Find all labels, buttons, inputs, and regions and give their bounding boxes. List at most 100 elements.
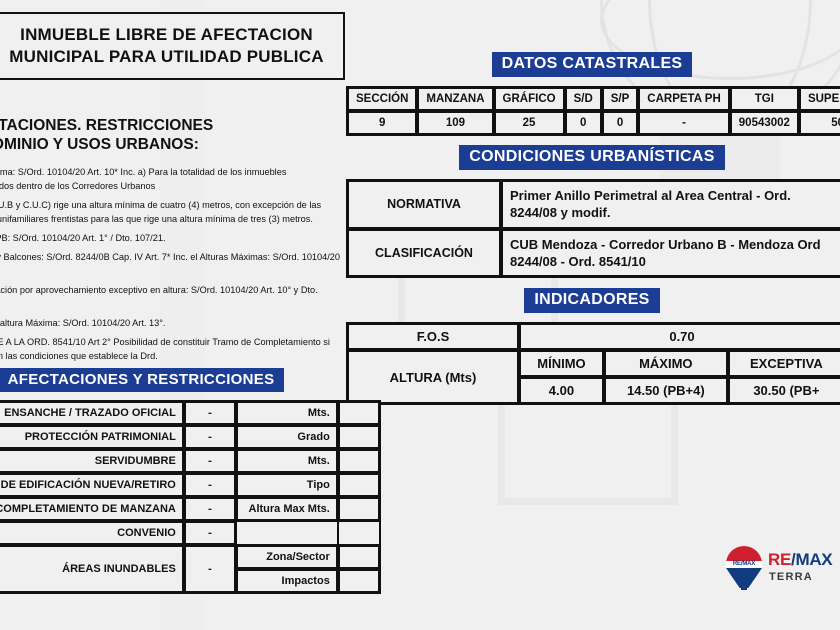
afect-value: [338, 474, 379, 496]
altura-val-exceptiva: 30.50 (PB+: [728, 378, 840, 403]
afect-dash: -: [184, 498, 236, 520]
restrictions-heading: AFECTACIONES. RESTRICCIONES AL DOMINIO Y…: [0, 116, 346, 155]
restriction-paragraph: Balcones y Balcones: S/Ord. 8244/0B Cap.…: [0, 251, 341, 262]
table-row: 9 109 25 0 0 - 90543002 509.: [348, 112, 840, 134]
condiciones-urbanisticas-section: CONDICIONES URBANÍSTICAS NORMATIVA Prime…: [346, 145, 840, 279]
table-row-altura-header: ALTURA (Mts) MÍNIMO MÁXIMO EXCEPTIVA: [348, 351, 840, 403]
afect-unit: Grado: [237, 426, 337, 448]
table-row: CLASIFICACIÓN CUB Mendoza - Corredor Urb…: [348, 229, 840, 277]
col-carpeta-ph: CARPETA PH: [639, 88, 729, 110]
table-row: LINEA DE EDIFICACIÓN NUEVA/RETIRO - Tipo: [0, 474, 379, 496]
datos-catastrales-header-wrap: DATOS CATASTRALES: [346, 52, 838, 77]
table-row-header: SECCIÓN MANZANA GRÁFICO S/D S/P CARPETA …: [348, 88, 840, 110]
afect-dash: -: [184, 522, 236, 544]
row-label-normativa: NORMATIVA: [348, 181, 500, 228]
afect-dash: -: [184, 426, 236, 448]
balloon-band: [726, 561, 762, 570]
col-sd: S/D: [565, 88, 601, 110]
restrictions-body: Altura mínima: S/Ord. 10104/20 Art. 10* …: [0, 166, 346, 364]
afect-dash: -: [184, 402, 236, 424]
condiciones-urbanisticas-table: NORMATIVA Primer Anillo Perimetral al Ar…: [346, 179, 840, 279]
restrictions-heading-line-2: AL DOMINIO Y USOS URBANOS:: [0, 136, 199, 154]
fos-label: F.O.S: [348, 324, 518, 349]
altura-val-minimo: 4.00: [520, 378, 603, 403]
val-grafico: 25: [494, 112, 564, 134]
afect-name: PROTECCIÓN PATRIMONIAL: [0, 426, 183, 448]
val-sd: 0: [565, 112, 601, 134]
title-line-1: INMUEBLE LIBRE DE AFECTACION: [20, 25, 313, 45]
altura-val-maximo: 14.50 (PB+4): [604, 378, 727, 403]
remax-balloon-icon: RE/MAX: [726, 546, 762, 592]
val-manzana: 109: [418, 112, 493, 134]
table-row: COMPLETAMIENTO DE MANZANA - Altura Max M…: [0, 498, 379, 520]
indicadores-section: INDICADORES F.O.S 0.70 ALTURA (Mts) MÍNI…: [346, 288, 840, 405]
datos-catastrales-header: DATOS CATASTRALES: [491, 52, 693, 77]
afect-name: COMPLETAMIENTO DE MANZANA: [0, 498, 183, 520]
row-value-clasificacion: CUB Mendoza - Corredor Urbano B - Mendoz…: [502, 229, 840, 277]
row-value-normativa: Primer Anillo Perimetral al Area Central…: [502, 181, 840, 228]
col-tgi: TGI: [730, 88, 798, 110]
indicadores-header-wrap: INDICADORES: [346, 288, 838, 313]
restriction-paragraph: Compensación por aprovechamiento excepti…: [0, 284, 318, 295]
restriction-paragraph: (C.U.A, C.U.B y C.U.C) rige una altura m…: [0, 199, 322, 224]
table-row: SERVIDUMBRE - Mts.: [0, 450, 379, 472]
afectaciones-section: AFECTACIONES Y RESTRICCIONES ENSANCHE / …: [0, 368, 381, 594]
afect-dash: -: [184, 450, 236, 472]
balloon-basket: [741, 586, 747, 590]
remax-wordmark: RE/MAX: [768, 550, 833, 570]
afect-name: SERVIDUMBRE: [0, 450, 183, 472]
remax-word-max: MAX: [795, 550, 833, 569]
condiciones-header-wrap: CONDICIONES URBANÍSTICAS: [346, 145, 838, 170]
table-row-fos: F.O.S 0.70: [348, 324, 840, 349]
afect-unit: Altura Max Mts.: [237, 498, 337, 520]
afect-name: ENSANCHE / TRAZADO OFICIAL: [0, 402, 183, 424]
title-line-2: MUNICIPAL PARA UTILIDAD PUBLICA: [9, 47, 324, 66]
balloon-text: RE/MAX: [732, 561, 756, 567]
restrictions-heading-line-1: AFECTACIONES. RESTRICCIONES: [0, 117, 214, 134]
altura-col-maximo: MÁXIMO: [604, 351, 727, 376]
col-seccion: SECCIÓN: [348, 88, 417, 110]
afectaciones-table: ENSANCHE / TRAZADO OFICIAL - Mts. PROTEC…: [0, 400, 381, 594]
afect-name: CONVENIO: [0, 522, 183, 544]
val-tgi: 90543002: [730, 112, 798, 134]
afect-unit: Tipo: [237, 474, 337, 496]
balloon-bottom: [726, 568, 762, 588]
afect-value: [338, 450, 379, 472]
remax-logo: RE/MAX RE/MAX TERRA: [726, 546, 833, 594]
remax-subtitle: TERRA: [769, 571, 813, 583]
title-box: INMUEBLE LIBRE DE AFECTACION MUNICIPAL P…: [0, 12, 345, 80]
afect-unit: [237, 522, 337, 544]
afect-dash: -: [184, 546, 236, 592]
col-grafico: GRÁFICO: [494, 88, 564, 110]
afect-unit: Mts.: [237, 450, 337, 472]
table-row: PROTECCIÓN PATRIMONIAL - Grado: [0, 426, 379, 448]
table-row: CONVENIO -: [0, 522, 379, 544]
restriction-paragraph: Altura mínima: S/Ord. 10104/20 Art. 10* …: [0, 166, 287, 191]
val-sp: 0: [602, 112, 638, 134]
remax-word-slash: /: [791, 550, 796, 569]
afect-value: [338, 498, 379, 520]
afect-unit: Mts.: [237, 402, 337, 424]
table-row: Impactos: [0, 570, 379, 592]
afect-value: [338, 426, 379, 448]
restriction-paragraph: Premios a altura Máxima: S/Ord. 10104/20…: [0, 317, 166, 328]
table-row: ÁREAS INUNDABLES - Zona/Sector: [0, 546, 379, 592]
row-label-clasificacion: CLASIFICACIÓN: [348, 229, 500, 277]
afect-name: LINEA DE EDIFICACIÓN NUEVA/RETIRO: [0, 474, 183, 496]
restriction-paragraph: Altura de PB: S/Ord. 10104/20 Art. 1° / …: [0, 232, 166, 243]
col-manzana: MANZANA: [418, 88, 493, 110]
altura-col-exceptiva: EXCEPTIVA: [728, 351, 840, 376]
datos-catastrales-table: SECCIÓN MANZANA GRÁFICO S/D S/P CARPETA …: [346, 86, 840, 136]
afectaciones-header: AFECTACIONES Y RESTRICCIONES: [0, 368, 285, 392]
afect-value: [338, 402, 379, 424]
col-superficie: SUPERFICIE: [799, 88, 840, 110]
table-row: ENSANCHE / TRAZADO OFICIAL - Mts.: [0, 402, 379, 424]
val-carpeta-ph: -: [639, 112, 729, 134]
afect-unit: Impactos: [237, 570, 337, 592]
altura-col-minimo: MÍNIMO: [520, 351, 603, 376]
val-seccion: 9: [348, 112, 417, 134]
afect-value: [338, 546, 379, 568]
val-superficie: 509.: [799, 112, 840, 134]
afect-dash: -: [184, 474, 236, 496]
condiciones-urbanisticas-header: CONDICIONES URBANÍSTICAS: [459, 145, 725, 170]
